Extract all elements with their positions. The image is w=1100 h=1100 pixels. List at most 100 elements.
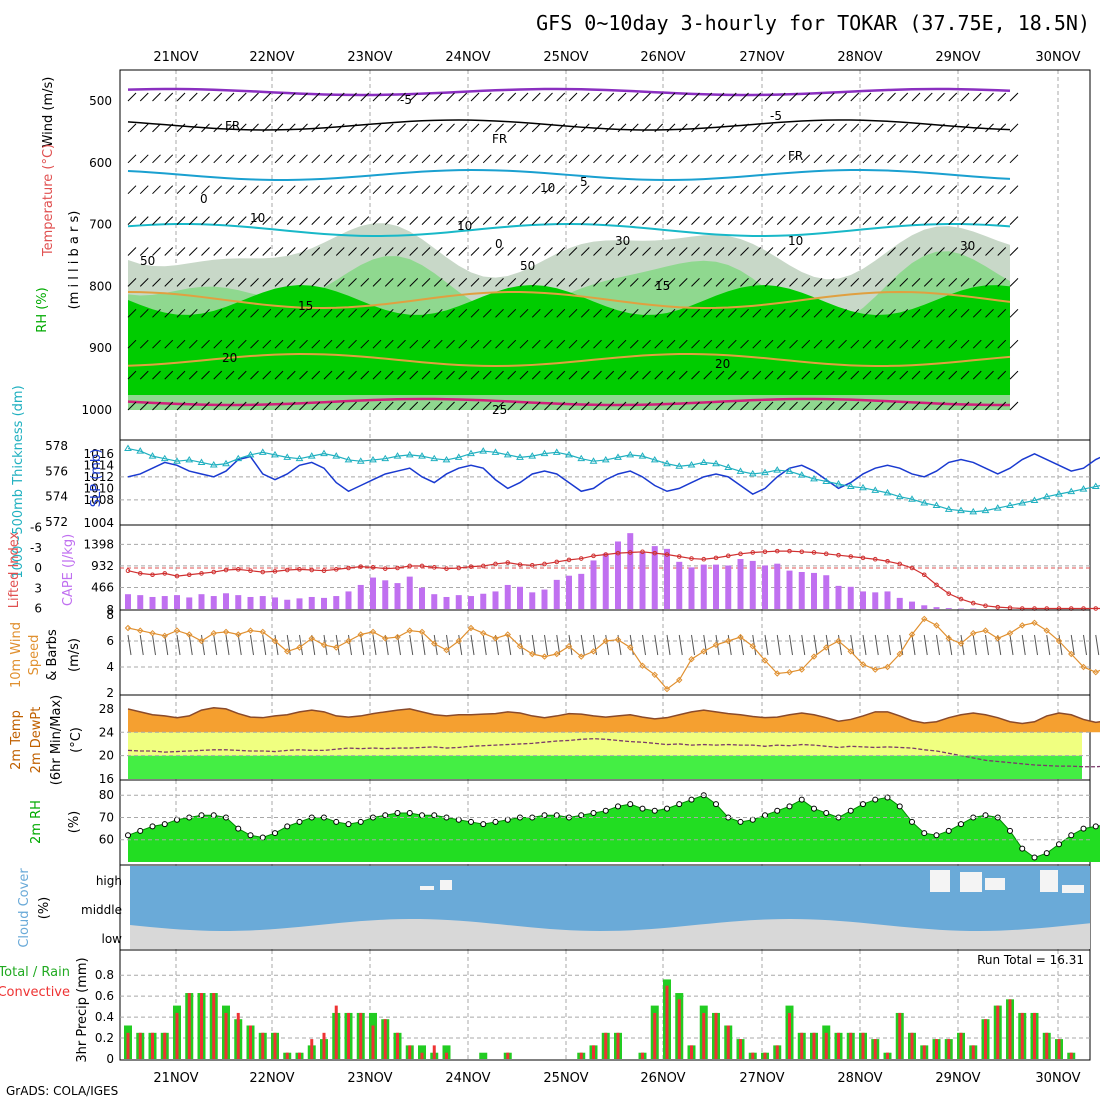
wind-barb (972, 123, 982, 133)
wind-speed-point (627, 644, 634, 651)
wind-barb (458, 185, 468, 195)
wind-barb (801, 247, 811, 256)
dewpoint-yellow-band (128, 732, 1082, 756)
wind-barb (923, 185, 933, 195)
wind-barb (164, 123, 174, 133)
wind-barb (776, 216, 786, 225)
wind-barb (556, 154, 566, 164)
wind-barb (936, 154, 945, 164)
dewpoint-green-band (128, 755, 1082, 779)
wind-barb (997, 154, 1007, 164)
wind-barb (127, 634, 132, 656)
rh-tick: 80 (99, 788, 114, 802)
wind-barb (262, 92, 272, 102)
precip-convective-bar (1033, 1012, 1036, 1059)
rh-point (247, 832, 254, 839)
slp-tick: 1014 (83, 458, 114, 472)
thickness-point (687, 461, 696, 468)
cape-tick: 932 (91, 559, 114, 573)
wind-barb (458, 123, 468, 133)
rh-point (235, 825, 242, 832)
wind-speed-point (492, 635, 499, 642)
wind-barb (715, 370, 725, 380)
wind-barb (139, 247, 149, 256)
date-label-bottom: 28NOV (837, 1071, 882, 1086)
wind-barb (642, 247, 651, 256)
wind-barb (752, 247, 762, 256)
wind-barb (727, 370, 737, 380)
thickness-point (822, 477, 831, 484)
wind-barb (507, 339, 517, 349)
lifted-index-point (493, 561, 498, 567)
wind-barb (225, 185, 235, 195)
wind-barb (666, 185, 676, 195)
wind-barb (311, 185, 321, 195)
precip-convective-bar (726, 1025, 730, 1059)
wind-barb (225, 370, 235, 380)
wind-barb (678, 308, 688, 318)
wind-barb (164, 370, 174, 380)
lifted-index-point (725, 553, 731, 559)
lifted-index-point (921, 572, 927, 578)
wind-barb (789, 216, 798, 225)
thickness-point (871, 486, 880, 493)
pressure-tick: 800 (89, 279, 112, 293)
wind-barb (568, 92, 578, 102)
contour-label: 20 (715, 357, 730, 371)
cape-bar (578, 573, 585, 609)
wind-barb (470, 308, 480, 318)
precip-convective-bar (285, 1052, 289, 1059)
wind-barb (1009, 154, 1019, 164)
lifted-index-point (297, 567, 302, 572)
wind-barb (801, 339, 811, 349)
wind-barb (789, 154, 798, 164)
wind-barb (1095, 634, 1100, 656)
wind-barb (605, 308, 615, 318)
rh-point (713, 801, 719, 808)
wind-barb (519, 247, 529, 256)
wind-barb (127, 123, 137, 133)
wind-barb (495, 401, 504, 411)
wind-barb (348, 339, 357, 349)
wind-barb (813, 339, 823, 349)
precip-total-bar (442, 1045, 451, 1059)
thickness-point (503, 450, 512, 458)
wind-barb (544, 247, 553, 256)
wind-barb (470, 92, 480, 102)
wind-barb (556, 216, 566, 225)
wind-barb (519, 278, 529, 287)
wind-barb (997, 216, 1007, 225)
wind-barb (225, 401, 235, 411)
precip-convective-bar (935, 1039, 938, 1059)
wind-barb (470, 216, 480, 225)
wind-barb (139, 185, 149, 195)
wind-barb (936, 185, 945, 195)
wind-barb (617, 370, 627, 380)
wind-barb (752, 308, 762, 318)
rh-point (651, 807, 658, 814)
wind-speed-point (798, 666, 805, 673)
wind-barb (348, 92, 357, 102)
ylabel-thickness: 1000~500mb Thickness (dm) (11, 385, 26, 578)
thickness-point (136, 447, 145, 454)
wind-barb (997, 92, 1007, 102)
wind-barb (1009, 216, 1019, 225)
wind-speed-point (296, 644, 303, 651)
wind-barb (188, 401, 198, 411)
wind-barb (458, 370, 468, 380)
wind-barb (740, 634, 744, 656)
wind-barb (617, 216, 627, 225)
wind-barb (752, 339, 762, 349)
wind-barb (213, 247, 223, 256)
thickness-point (993, 504, 1002, 511)
isotherm-20 (127, 353, 1011, 367)
wind-barb (960, 339, 970, 349)
cape-bar (896, 597, 903, 609)
wind-barb (127, 216, 137, 225)
ylabel-rh2m: 2m RH (29, 800, 44, 844)
precip-convective-bar (1057, 1039, 1061, 1059)
wind-barb (911, 634, 916, 656)
wind-barb (519, 308, 529, 318)
wind-barb (936, 339, 945, 349)
wind-barb (838, 216, 847, 225)
